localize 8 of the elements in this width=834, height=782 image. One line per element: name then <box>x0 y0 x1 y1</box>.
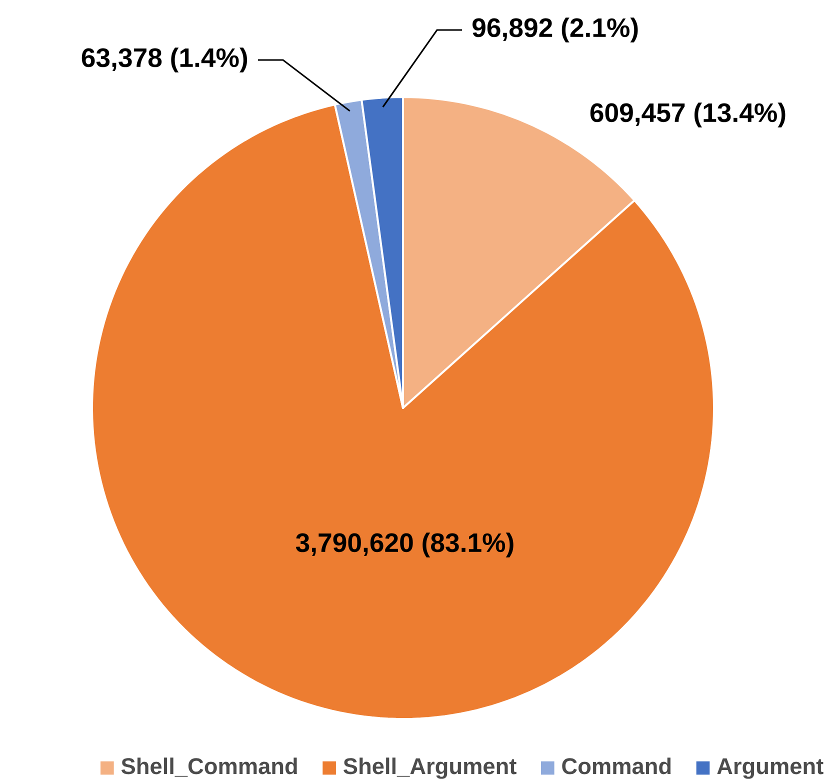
legend-label: Command <box>562 758 671 774</box>
legend-label: Shell_Argument <box>344 758 516 779</box>
data-label: 3,790,620 (83.1%) <box>296 532 514 558</box>
data-label: 96,892 (2.1%) <box>472 18 638 42</box>
data-label: 63,378 (1.4%) <box>82 48 248 72</box>
legend-label: Argument <box>717 758 824 779</box>
legend-label: Shell_Command <box>121 758 297 777</box>
data-label: 609,457 (13.4%) <box>590 102 786 128</box>
